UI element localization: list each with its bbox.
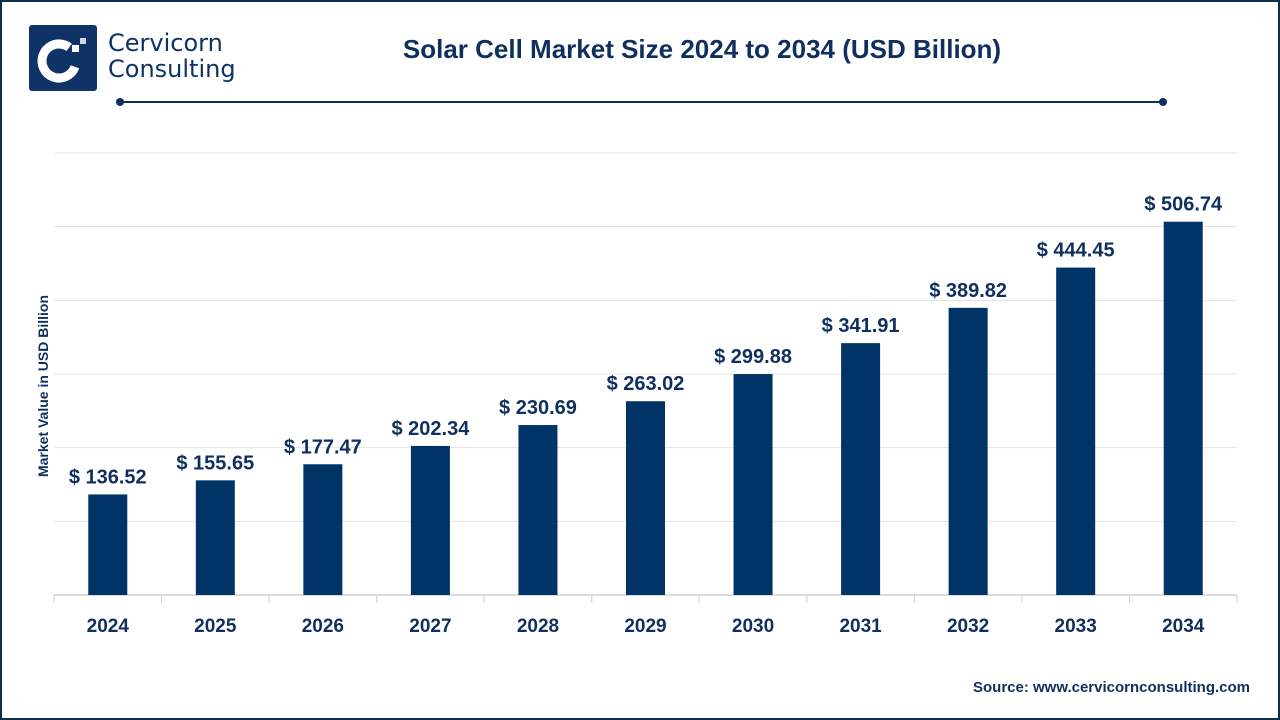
x-tick-label-2026: 2026 <box>302 616 344 637</box>
logo-icon <box>29 25 97 91</box>
x-tick-label-2034: 2034 <box>1162 616 1205 637</box>
bar-2034 <box>1163 221 1203 595</box>
x-tick-label-2032: 2032 <box>947 616 989 637</box>
brand-line1: Cervicorn <box>108 29 223 57</box>
x-tick-label-2030: 2030 <box>732 616 774 637</box>
divider-dot-left <box>116 98 124 106</box>
data-label-2030: $ 299.88 <box>714 346 792 368</box>
x-tick-label-2033: 2033 <box>1055 616 1097 637</box>
x-tick-label-2028: 2028 <box>517 616 559 637</box>
bar-2028 <box>518 425 558 595</box>
x-tick-label-2024: 2024 <box>87 616 130 637</box>
bar-2024 <box>88 494 128 595</box>
bar-2026 <box>303 464 343 595</box>
chart-title: Solar Cell Market Size 2024 to 2034 (USD… <box>402 34 1002 64</box>
data-label-2025: $ 155.65 <box>176 452 254 474</box>
x-tick-label-2025: 2025 <box>194 616 237 637</box>
data-label-2029: $ 263.02 <box>607 373 685 395</box>
data-label-2028: $ 230.69 <box>499 397 577 419</box>
bar-2027 <box>410 445 450 595</box>
data-label-2032: $ 389.82 <box>929 280 1007 302</box>
data-label-2024: $ 136.52 <box>69 466 147 488</box>
bar-2031 <box>841 343 881 595</box>
bar-2030 <box>733 374 773 595</box>
data-label-2026: $ 177.47 <box>284 436 362 458</box>
brand-name: Cervicorn Consulting <box>108 30 236 82</box>
bar-2033 <box>1056 267 1096 595</box>
data-label-2031: $ 341.91 <box>822 315 900 337</box>
data-label-2034: $ 506.74 <box>1144 194 1223 216</box>
bar-2029 <box>626 401 665 595</box>
brand-line2: Consulting <box>108 55 236 83</box>
bar-2025 <box>195 480 235 595</box>
data-label-2033: $ 444.45 <box>1037 240 1115 262</box>
x-tick-label-2031: 2031 <box>839 616 882 637</box>
source-note: Source: www.cervicornconsulting.com <box>972 679 1250 696</box>
bar-2032 <box>948 307 988 595</box>
x-tick-label-2027: 2027 <box>409 616 451 637</box>
title-divider <box>120 101 1164 103</box>
x-tick-label-2029: 2029 <box>624 616 666 637</box>
data-label-2027: $ 202.34 <box>391 418 470 440</box>
divider-dot-right <box>1159 98 1167 106</box>
